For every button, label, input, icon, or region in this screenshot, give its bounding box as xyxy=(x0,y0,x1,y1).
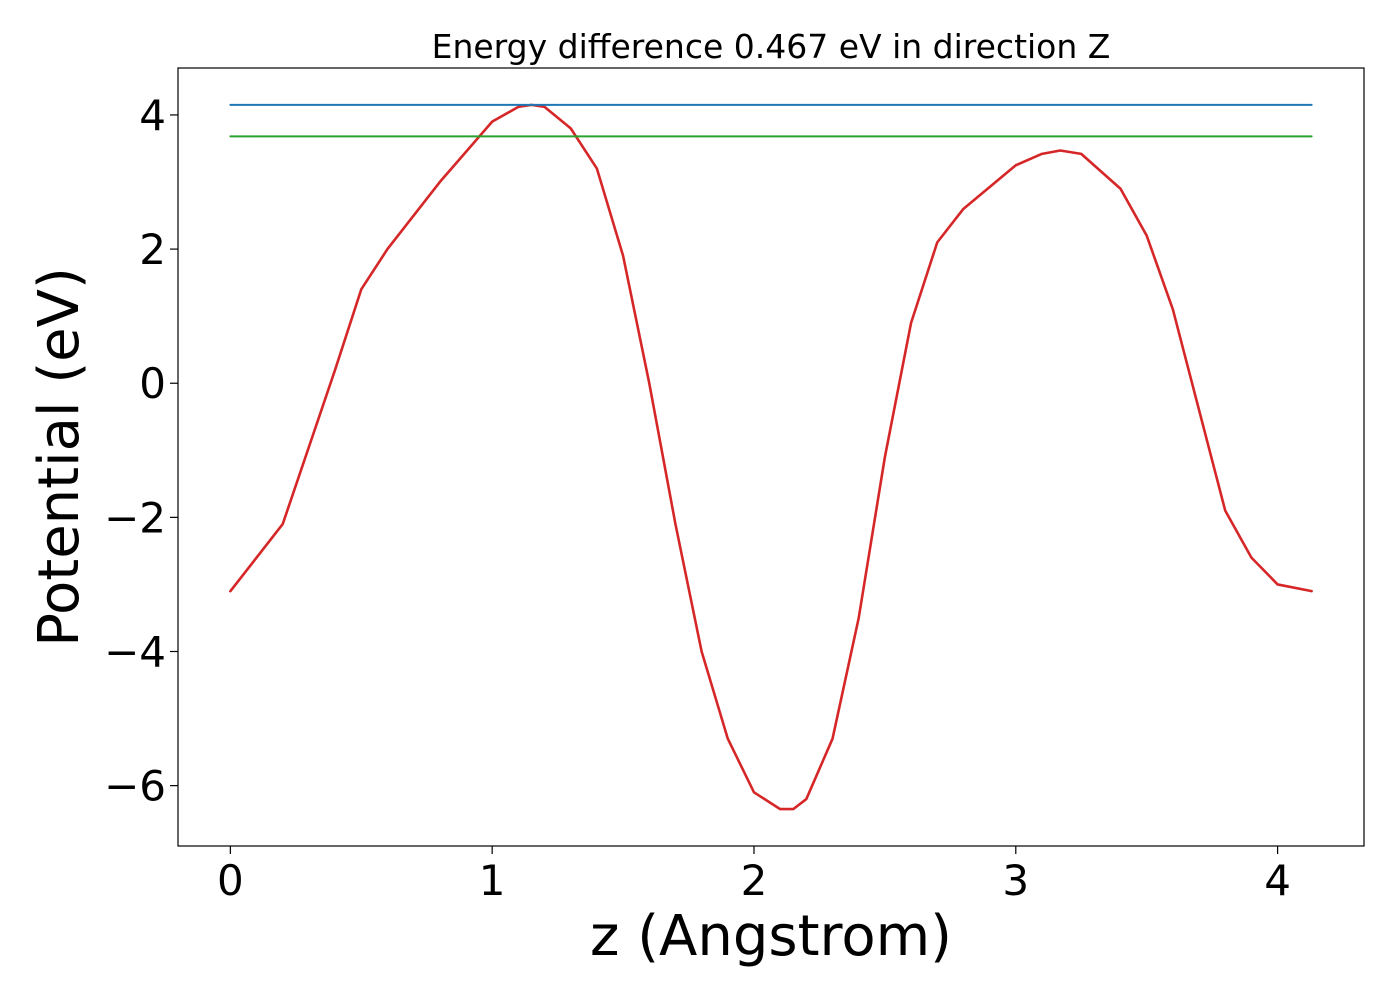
x-tick-label: 0 xyxy=(217,856,244,905)
x-tick-label: 2 xyxy=(741,856,768,905)
y-tick-label: −4 xyxy=(104,628,166,677)
x-tick-label: 3 xyxy=(1002,856,1029,905)
x-axis-ticks: 0 1 2 3 4 xyxy=(217,846,1291,905)
y-axis-ticks: 4 2 0 −2 −4 −6 xyxy=(104,91,178,811)
y-tick-label: −6 xyxy=(104,762,166,811)
y-tick-label: −2 xyxy=(104,493,166,542)
y-tick-label: 2 xyxy=(139,225,166,274)
y-tick-label: 0 xyxy=(139,359,166,408)
chart-title: Energy difference 0.467 eV in direction … xyxy=(432,27,1111,66)
potential-curve-line xyxy=(229,103,1313,811)
x-axis-label: z (Angstrom) xyxy=(590,904,952,969)
y-axis-label: Potential (eV) xyxy=(27,267,92,647)
x-tick-label: 4 xyxy=(1264,856,1291,905)
series-layer xyxy=(229,103,1313,811)
plot-frame xyxy=(177,67,1365,847)
y-tick-label: 4 xyxy=(139,91,166,140)
x-tick-label: 1 xyxy=(479,856,506,905)
